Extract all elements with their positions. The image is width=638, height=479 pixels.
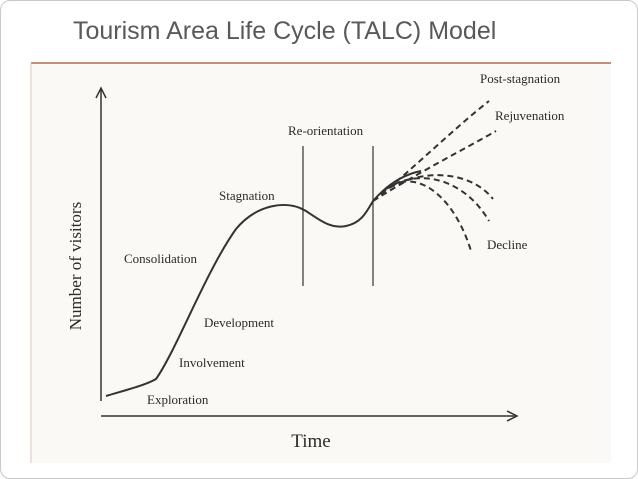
life-cycle-curve xyxy=(105,170,422,397)
y-arrow xyxy=(95,86,107,99)
slide-title: Tourism Area Life Cycle (TALC) Model xyxy=(73,17,497,45)
image-frame xyxy=(31,63,611,463)
future-paths xyxy=(372,100,497,252)
x-axis-label: Time xyxy=(291,431,330,452)
decline-path xyxy=(390,180,472,252)
y-axis-label: Number of visitors xyxy=(66,202,85,330)
stable-path xyxy=(380,174,494,200)
outcome-label: Post-stagnation xyxy=(480,71,561,86)
stage-label: Development xyxy=(204,315,274,330)
reorientation-label: Re-orientation xyxy=(288,123,364,138)
decline-path xyxy=(385,177,490,222)
outcome-label: Decline xyxy=(487,237,528,252)
stage-label: Exploration xyxy=(147,392,209,407)
outcome-label: Rejuvenation xyxy=(495,108,565,123)
x-arrow xyxy=(506,410,519,422)
stage-label: Involvement xyxy=(179,355,245,370)
stage-label: Consolidation xyxy=(124,251,197,266)
stage-label: Stagnation xyxy=(219,188,275,203)
